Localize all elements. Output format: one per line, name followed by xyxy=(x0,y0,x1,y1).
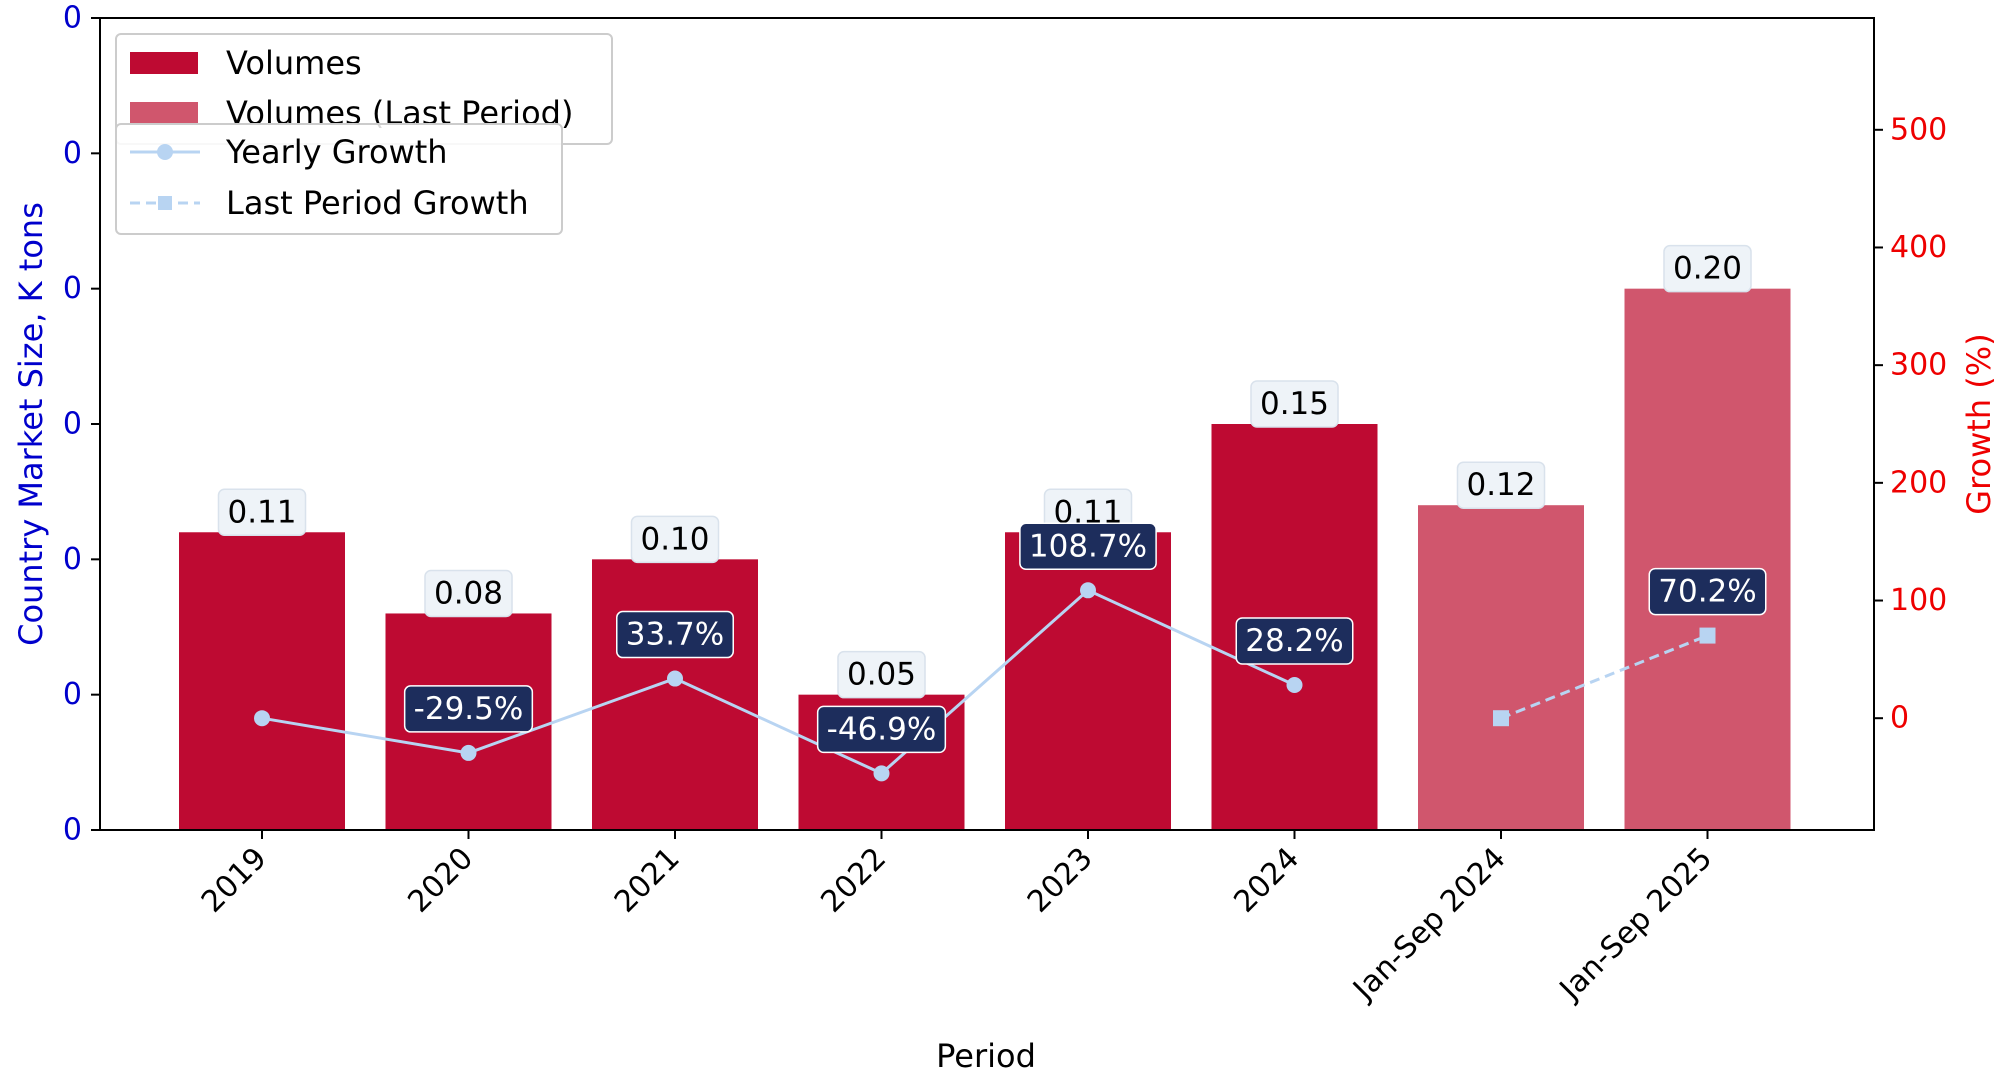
legend-label-last-period-growth: Last Period Growth xyxy=(226,184,529,222)
right-tick-label-4: 400 xyxy=(1890,230,1947,265)
left-tick-label-3: 0 xyxy=(63,407,82,442)
legend-bars: Volumes Volumes (Last Period) xyxy=(115,33,613,145)
bar-volumes-last-period-jan-sep-2024 xyxy=(1418,505,1584,830)
volume-label-jan-sep-2024: 0.12 xyxy=(1456,461,1546,509)
growth-label-yearly-growth-2024-box xyxy=(1235,617,1354,665)
x-tick-label-jan-sep-2024: Jan-Sep 2024 xyxy=(1345,841,1512,1008)
volume-label-2019: 0.11 xyxy=(217,488,307,537)
bar-volumes-2021 xyxy=(592,559,758,830)
line-yearly-growth xyxy=(261,588,1296,776)
legend-marker-last-period-growth xyxy=(158,196,172,210)
growth-label-yearly-growth-2020-box xyxy=(403,685,534,733)
legend-lines-frame xyxy=(115,123,563,235)
legend-label-yearly-growth: Yearly Growth xyxy=(225,133,448,171)
growth-label-yearly-growth-2022-box xyxy=(816,705,947,754)
volume-label-2020: 0.08 xyxy=(424,569,513,618)
legend-lines: Yearly Growth Last Period Growth xyxy=(115,123,563,235)
growth-label-yearly-growth-2023-box xyxy=(1019,522,1157,571)
bar-volumes-2023 xyxy=(1005,532,1171,830)
volume-label-2022-text: 0.05 xyxy=(847,657,916,693)
legend-label-volumes: Volumes xyxy=(226,44,362,82)
x-tick-label-2023: 2023 xyxy=(1021,841,1100,920)
marker-last-period-growth-jan-sep-2025 xyxy=(1699,627,1716,644)
right-tick-label-3: 300 xyxy=(1890,348,1947,383)
growth-label-yearly-growth-2022: -46.9% xyxy=(816,705,947,754)
volume-label-2020-text: 0.08 xyxy=(434,575,503,611)
growth-label-yearly-growth-2021: 33.7% xyxy=(616,610,734,659)
x-tick-label-jan-sep-2025: Jan-Sep 2025 xyxy=(1552,841,1719,1008)
volume-label-2021: 0.10 xyxy=(630,515,720,564)
volume-label-2019-box xyxy=(217,488,307,537)
marker-yearly-growth-2020 xyxy=(460,744,477,761)
bar-volumes-last-period-jan-sep-2025 xyxy=(1624,288,1791,831)
left-tick-label-6: 0 xyxy=(63,1,82,36)
volume-label-2019-text: 0.11 xyxy=(227,494,296,530)
bar-volumes-2019 xyxy=(179,532,345,830)
legend-swatch-volumes-last-period xyxy=(130,102,198,124)
x-tick-label-2021: 2021 xyxy=(608,841,687,920)
volume-label-2021-text: 0.10 xyxy=(640,521,709,557)
marker-yearly-growth-2021 xyxy=(667,670,683,687)
x-axis-title: Period xyxy=(936,1037,1036,1075)
volume-label-jan-sep-2025: 0.20 xyxy=(1663,244,1752,293)
marker-yearly-growth-2019 xyxy=(254,710,270,727)
volume-label-jan-sep-2024-box xyxy=(1456,461,1546,509)
growth-label-yearly-growth-2024-text: 28.2% xyxy=(1245,623,1343,659)
volume-label-2024-box xyxy=(1250,380,1339,428)
legend-marker-yearly-growth xyxy=(157,144,173,160)
volume-label-jan-sep-2025-text: 0.20 xyxy=(1673,251,1742,287)
growth-label-yearly-growth-2023: 108.7% xyxy=(1019,522,1157,571)
volume-label-jan-sep-2024-text: 0.12 xyxy=(1466,467,1535,503)
marker-yearly-growth-2023 xyxy=(1080,582,1096,599)
bars-layer xyxy=(179,288,1791,831)
growth-label-yearly-growth-2023-text: 108.7% xyxy=(1029,528,1147,564)
volume-label-2022-box xyxy=(837,650,926,699)
left-tick-label-2: 0 xyxy=(63,542,82,577)
right-axis-title: Growth (%) xyxy=(1960,333,1998,514)
growth-label-yearly-growth-2020-text: -29.5% xyxy=(414,691,524,727)
growth-label-last-period-growth-jan-sep-2025: 70.2% xyxy=(1648,567,1767,616)
left-tick-label-4: 0 xyxy=(63,271,82,306)
x-tick-label-2019: 2019 xyxy=(195,841,274,920)
volume-label-2024: 0.15 xyxy=(1250,380,1339,428)
data-labels-layer: 0.110.080.100.050.110.150.120.20-29.5%33… xyxy=(217,244,1767,754)
volume-label-jan-sep-2025-box xyxy=(1663,244,1752,293)
left-tick-label-5: 0 xyxy=(63,136,82,171)
right-tick-label-0: 0 xyxy=(1890,701,1909,736)
volume-label-2021-box xyxy=(630,515,720,564)
right-tick-label-2: 200 xyxy=(1890,465,1947,500)
volume-label-2024-text: 0.15 xyxy=(1260,386,1329,422)
growth-label-yearly-growth-2020: -29.5% xyxy=(403,685,534,733)
legend-swatch-volumes xyxy=(130,52,198,74)
growth-label-yearly-growth-2021-box xyxy=(616,610,734,659)
growth-label-last-period-growth-jan-sep-2025-box xyxy=(1648,567,1767,616)
x-tick-label-2022: 2022 xyxy=(814,841,893,920)
growth-label-last-period-growth-jan-sep-2025-text: 70.2% xyxy=(1658,574,1756,610)
right-tick-label-5: 500 xyxy=(1890,112,1947,147)
marker-last-period-growth-jan-sep-2024 xyxy=(1493,710,1509,727)
marker-yearly-growth-2024 xyxy=(1286,677,1303,694)
growth-label-yearly-growth-2022-text: -46.9% xyxy=(827,711,937,747)
volume-label-2022: 0.05 xyxy=(837,650,926,699)
marker-yearly-growth-2022 xyxy=(873,765,890,782)
x-tick-label-2020: 2020 xyxy=(401,841,480,920)
volume-label-2020-box xyxy=(424,569,513,618)
x-tick-label-2024: 2024 xyxy=(1227,841,1306,920)
growth-lines-layer xyxy=(254,582,1716,782)
left-axis-title: Country Market Size, K tons xyxy=(12,202,50,646)
right-tick-label-1: 100 xyxy=(1890,583,1947,618)
growth-label-yearly-growth-2024: 28.2% xyxy=(1235,617,1354,665)
growth-label-yearly-growth-2021-text: 33.7% xyxy=(626,617,724,653)
line-last-period-growth xyxy=(1500,634,1709,720)
left-tick-label-0: 0 xyxy=(63,813,82,848)
left-tick-label-1: 0 xyxy=(63,677,82,712)
